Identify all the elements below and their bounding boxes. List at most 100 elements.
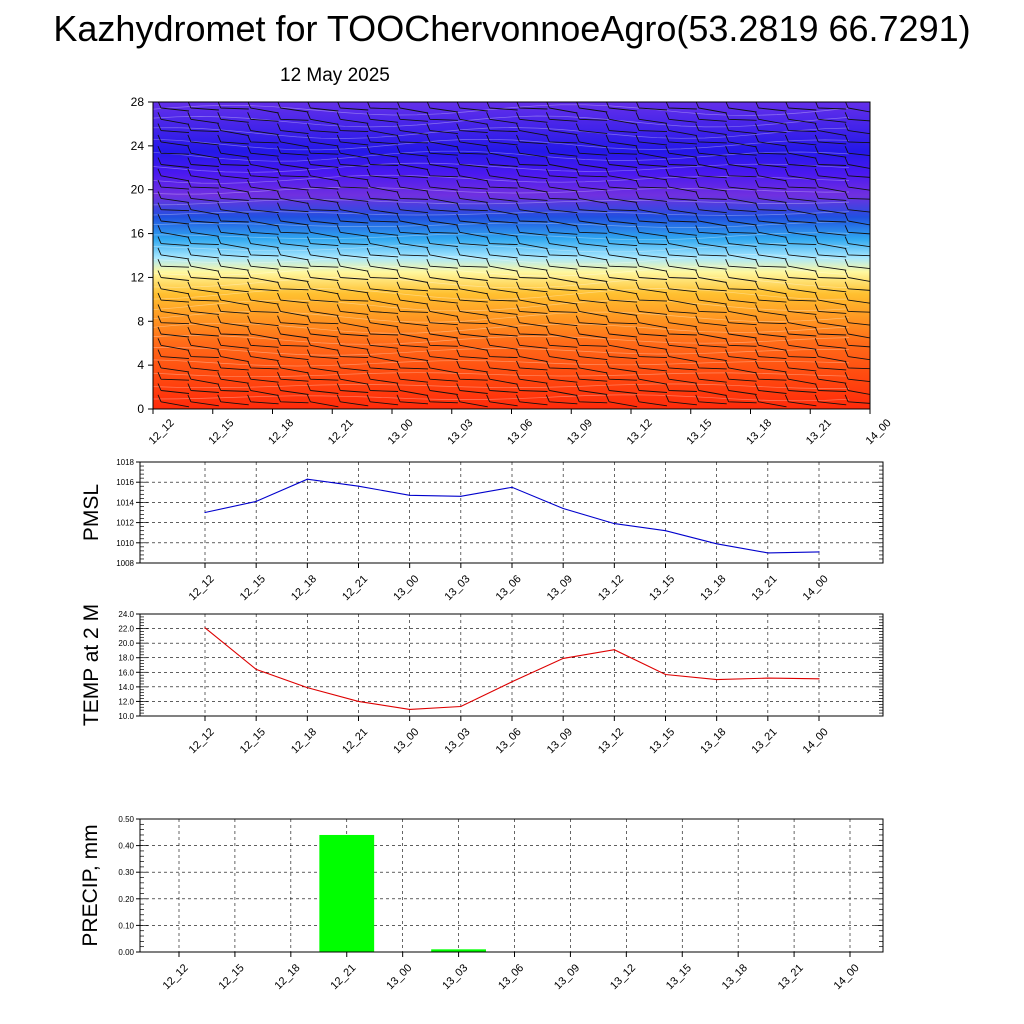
x-tick-label: 12_21 [340, 726, 370, 756]
wind-barb [605, 123, 638, 134]
y-axis-label: PMSL [80, 484, 103, 541]
wind-barb [635, 372, 668, 385]
wind-barb [844, 134, 870, 144]
wind-barb [665, 281, 697, 293]
contour-line [153, 334, 850, 345]
wind-barb [814, 247, 847, 258]
data-point [460, 495, 462, 497]
wind-barb [396, 179, 429, 192]
wind-barb [545, 213, 578, 227]
wind-barb [695, 338, 727, 348]
wind-barb [665, 315, 697, 328]
data-point [818, 551, 820, 553]
wind-barb [814, 315, 847, 328]
wind-barb [784, 360, 817, 372]
x-tick-label: 13_18 [698, 726, 728, 756]
wind-barb [247, 259, 279, 270]
wind-barb [187, 146, 219, 159]
x-tick-label: 12_15 [238, 726, 268, 756]
wind-barb [605, 168, 638, 182]
wind-barb [157, 292, 190, 303]
x-tick-label: 13_09 [565, 417, 595, 447]
wind-barb [635, 259, 668, 272]
wind-barb [545, 247, 578, 257]
wind-barb [456, 383, 488, 394]
contour-line [153, 347, 850, 356]
wind-barb [306, 383, 339, 394]
wind-barb [575, 225, 608, 234]
wind-barb [187, 372, 219, 385]
y-tick-label: 24 [131, 139, 145, 153]
wind-barb [426, 281, 458, 291]
wind-barb [396, 247, 429, 257]
wind-barb [486, 191, 518, 202]
wind-barb [486, 247, 518, 259]
wind-barb [725, 236, 757, 248]
wind-barb [217, 134, 249, 145]
plot-frame [139, 818, 884, 953]
x-tick-label: 13_00 [391, 726, 421, 756]
wind-barb [157, 281, 190, 295]
wind-barb [575, 168, 608, 178]
wind-barb [695, 191, 727, 200]
data-point [511, 681, 513, 683]
wind-barb [545, 146, 578, 157]
wind-barb [426, 202, 458, 213]
wind-barb [784, 338, 817, 350]
data-point [562, 657, 564, 660]
wind-barb [157, 360, 190, 373]
wind-barb [875, 327, 906, 338]
wind-barb [157, 157, 190, 168]
wind-barb [426, 394, 458, 404]
wind-barb [366, 236, 399, 250]
data-point [818, 678, 820, 680]
wind-barb [755, 157, 787, 168]
wind-barb [486, 281, 518, 294]
wind-barb [157, 168, 190, 182]
wind-barb [605, 146, 638, 155]
wind-barbs [157, 101, 906, 408]
wind-barb [844, 304, 870, 313]
wind-barb [755, 134, 787, 147]
wind-barb [665, 270, 697, 279]
wind-barb [545, 270, 578, 283]
x-tick-label: 12_18 [289, 726, 319, 756]
wind-barb [306, 202, 339, 212]
wind-barb [456, 112, 488, 125]
contour-line [153, 254, 850, 265]
wind-barb [336, 134, 369, 146]
x-tick-label: 13_06 [496, 962, 526, 992]
wind-barb [545, 168, 578, 179]
wind-barb [426, 259, 458, 269]
wind-barb [665, 134, 697, 145]
data-point [613, 649, 615, 651]
wind-barb [755, 247, 787, 260]
wind-barb [695, 270, 727, 283]
wind-barb [875, 101, 906, 112]
x-tick-label: 13_03 [442, 573, 472, 603]
heatmap-panel: 0 4 8 12 16 20 24 28 12_12 12_15 12_18 12_21 13_00 13… [131, 95, 906, 447]
wind-barb [277, 292, 309, 304]
wind-barb [575, 191, 608, 204]
wind-barb [605, 134, 638, 147]
wind-barb [277, 123, 309, 135]
wind-barb [486, 349, 518, 359]
wind-barb [306, 372, 339, 381]
wind-barb [336, 236, 369, 246]
wind-barb [306, 292, 339, 303]
wind-barb [575, 123, 608, 135]
wind-barb [605, 372, 638, 381]
wind-barb [277, 315, 309, 326]
wind-barb [814, 394, 847, 406]
wind-barb [875, 338, 906, 346]
contour-line [153, 232, 850, 241]
wind-barb [784, 225, 817, 237]
wind-barb [844, 315, 870, 326]
wind-barb [695, 326, 727, 340]
wind-barb [516, 112, 548, 123]
data-point [664, 530, 667, 532]
y-tick-label: 0.10 [118, 921, 134, 930]
wind-barb [635, 326, 668, 337]
wind-barb [426, 247, 458, 261]
wind-barb [545, 202, 578, 214]
